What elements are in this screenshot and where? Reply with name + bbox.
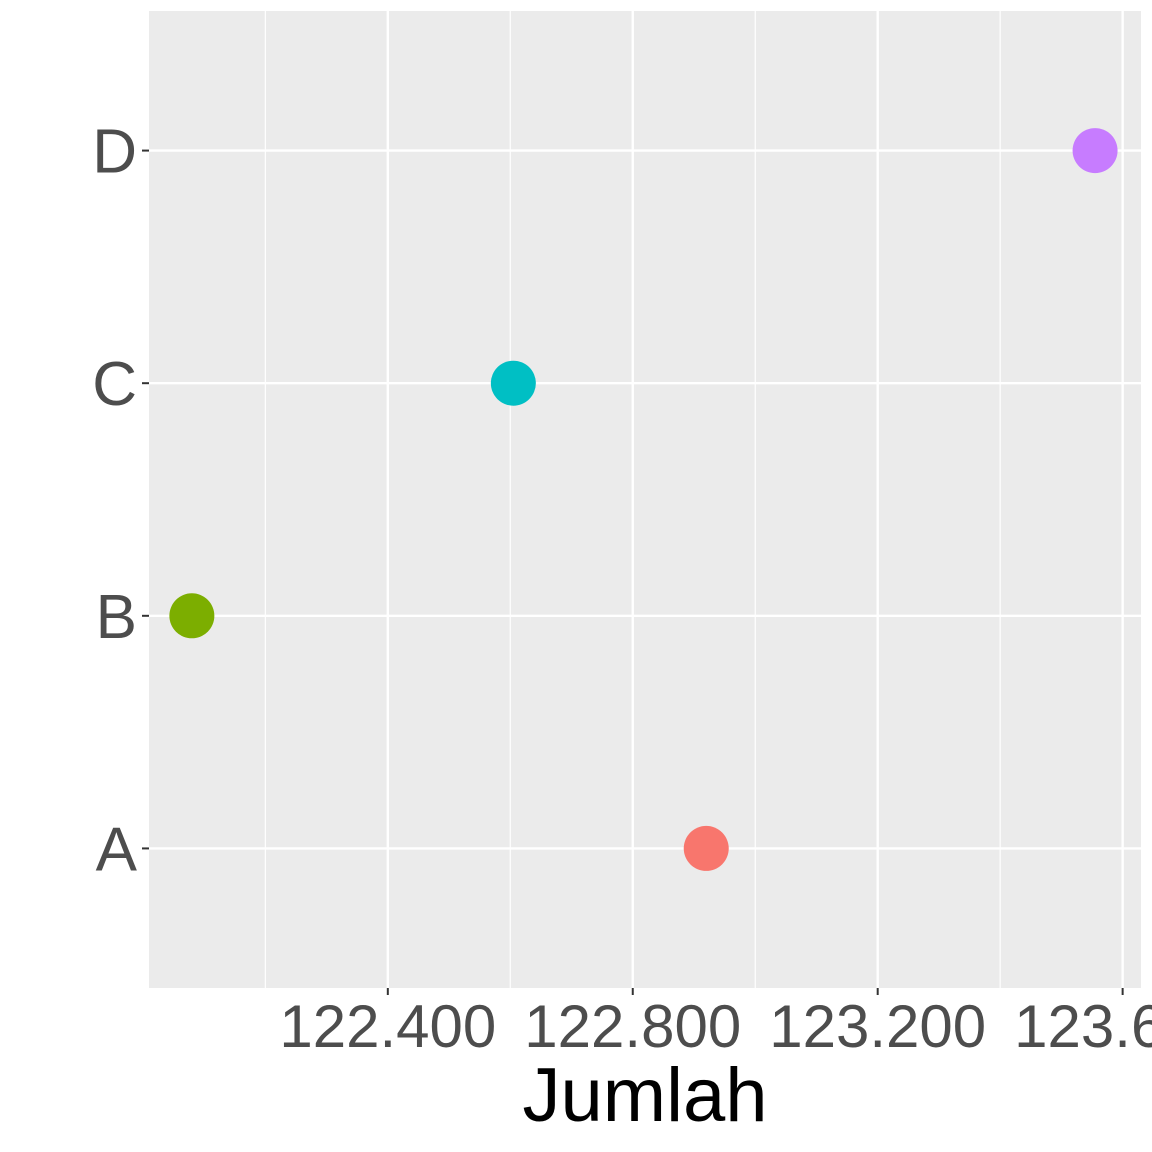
x-tick-label: 122.400 [279, 993, 496, 1060]
major-gridlines-y [149, 149, 1141, 850]
major-gridlines-x [386, 11, 1124, 988]
plot-panel [149, 11, 1141, 988]
data-point-d [1072, 128, 1118, 174]
data-point-b [169, 593, 215, 639]
y-tick-label: A [96, 815, 138, 884]
data-point-a [683, 825, 729, 871]
y-tick-label: D [92, 118, 137, 187]
y-tick-label: C [92, 350, 137, 419]
minor-gridlines-x [264, 11, 1001, 988]
data-point-c [490, 360, 536, 406]
y-axis: A B C D [92, 118, 149, 884]
y-tick-label: B [96, 583, 137, 652]
x-tick-label: 122.800 [524, 993, 741, 1060]
x-tick-label: 123.200 [769, 993, 986, 1060]
x-axis: 122.400 122.800 123.200 123.600 [279, 988, 1152, 1060]
x-axis-title: Jumlah [523, 1053, 768, 1138]
data-points [169, 128, 1118, 871]
x-tick-label: 123.600 [1014, 993, 1152, 1060]
